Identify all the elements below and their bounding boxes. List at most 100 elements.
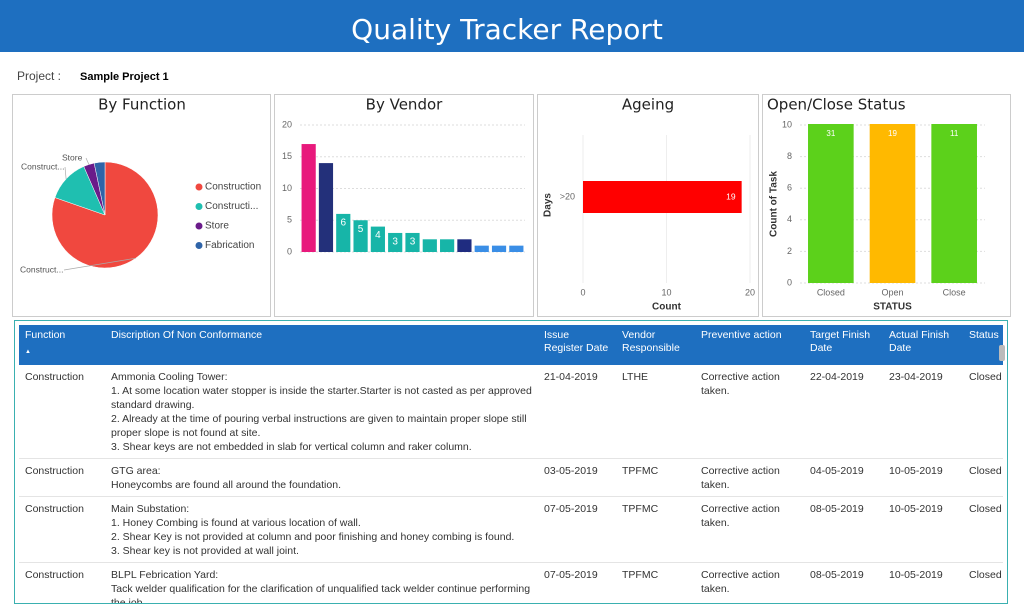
slice-label: Construct... [20, 264, 63, 274]
table: Function ▲ Discription Of Non Conformance I… [19, 325, 1003, 604]
table-cell: 08-05-2019 [804, 496, 883, 563]
project-label: Project : [17, 69, 61, 83]
cell-line: 2. Already at the time of pouring verbal… [111, 413, 527, 439]
data-label: 5 [358, 224, 364, 235]
table-panel: Function ▲ Discription Of Non Conformance I… [14, 320, 1008, 604]
column-header: Discription Of Non Conformance [105, 325, 538, 365]
table-cell: Corrective action taken. [695, 365, 804, 459]
table-cell: 22-04-2019 [804, 365, 883, 459]
x-tick-label: 0 [580, 287, 585, 297]
bar [583, 181, 742, 213]
x-tick-label: 20 [745, 287, 755, 297]
x-tick-label: 10 [661, 287, 671, 297]
bar [318, 163, 334, 252]
cell-text: 08-05-2019 [810, 569, 864, 581]
chart-title: By Vendor [366, 96, 443, 114]
bar [422, 239, 437, 252]
table-cell: 07-05-2019 [538, 562, 616, 603]
cell-text: Closed [969, 465, 1002, 477]
bar [509, 245, 524, 252]
table-cell: 03-05-2019 [538, 458, 616, 497]
column-header-text: Discription Of Non Conformance [111, 329, 263, 341]
cell-text: TPFMC [622, 465, 659, 477]
data-label: 6 [340, 218, 346, 229]
legend-marker [195, 222, 203, 230]
table-cell: Construction [19, 496, 105, 563]
cell-line: 3. Shear keys are not embedded in slab f… [111, 441, 472, 453]
table-cell: Closed [963, 458, 1003, 497]
scrollbar[interactable] [999, 345, 1005, 361]
y-tick-label: 6 [787, 183, 792, 193]
y-tick-label: 0 [787, 277, 792, 287]
cell-text: 03-05-2019 [544, 465, 598, 477]
cell-text: TPFMC [622, 569, 659, 581]
cell-text: 07-05-2019 [544, 569, 598, 581]
cell-line: Tack welder qualification for the clarif… [111, 583, 531, 604]
data-label: 19 [888, 129, 897, 138]
legend-label: Store [205, 221, 229, 232]
column-header-text: Actual Finish Date [889, 329, 950, 354]
cell-line: Main Substation: [111, 503, 190, 515]
table-cell: Construction [19, 365, 105, 459]
cell-text: 10-05-2019 [889, 503, 943, 515]
panel [762, 94, 1011, 317]
legend-label: Constructi... [205, 201, 258, 212]
panel [537, 94, 759, 317]
cell-text: Corrective action taken. [701, 465, 780, 491]
cell-text: Construction [25, 569, 84, 581]
bar [353, 220, 368, 252]
table-cell: Construction [19, 562, 105, 603]
data-label: 11 [950, 129, 959, 138]
table-cell: 10-05-2019 [883, 458, 963, 497]
cell-text: Corrective action taken. [701, 569, 780, 595]
legend-marker [195, 242, 203, 249]
table-row: Construction GTG area: Honeycombs are foun… [19, 458, 1003, 497]
cell-text: 10-05-2019 [889, 465, 943, 477]
table-cell: 21-04-2019 [538, 365, 616, 459]
header-bar [0, 0, 1024, 52]
y-tick-label: 8 [787, 151, 792, 161]
cell-text: Construction [25, 503, 84, 515]
table-cell: Main Substation: 1. Honey Combing is foun… [105, 496, 538, 563]
cell-text: 10-05-2019 [889, 569, 943, 581]
column-header-text: Preventive action [701, 329, 782, 341]
slice-label: Store [62, 152, 83, 162]
bar [474, 245, 489, 252]
table-cell: 07-05-2019 [538, 496, 616, 563]
table-row: Construction Main Substation: 1. Honey Com… [19, 496, 1003, 563]
table-cell: 10-05-2019 [883, 496, 963, 563]
sort-indicator[interactable]: ▲ [25, 349, 31, 355]
slice-label: Construct... [21, 161, 64, 171]
data-label: 31 [826, 129, 835, 138]
cell-text: Corrective action taken. [701, 371, 780, 397]
column-header: Issue Register Date [538, 325, 616, 365]
panel [274, 94, 534, 317]
cell-text: 22-04-2019 [810, 371, 864, 383]
bar [405, 232, 420, 252]
table-cell: Corrective action taken. [695, 458, 804, 497]
table-cell: TPFMC [616, 562, 695, 603]
table-cell: BLPL Febrication Yard: Tack welder qualif… [105, 562, 538, 604]
bar [370, 226, 385, 252]
charts: Quality Tracker Report Project : Sample … [0, 0, 1024, 317]
x-axis-label: STATUS [873, 302, 912, 313]
bar [457, 239, 472, 252]
legend-label: Construction [205, 182, 261, 193]
cell-text: Construction [25, 371, 84, 383]
chart-title: Open/Close Status [767, 96, 906, 114]
cell-text: TPFMC [622, 503, 659, 515]
column-header-text: Target Finish Date [810, 329, 871, 354]
x-tick-label: Close [943, 287, 966, 297]
cell-text: 23-04-2019 [889, 371, 943, 383]
cell-text: 04-05-2019 [810, 465, 864, 477]
table-cell: TPFMC [616, 496, 695, 563]
table-cell: Construction [19, 458, 105, 497]
panel [12, 94, 271, 317]
cell-line: Ammonia Cooling Tower: [111, 371, 228, 383]
y-tick-label: 4 [787, 214, 792, 224]
cell-text: Closed [969, 371, 1002, 383]
y-tick-label: 0 [287, 246, 292, 256]
table-cell: 10-05-2019 [883, 562, 963, 603]
table-cell: Corrective action taken. [695, 496, 804, 563]
